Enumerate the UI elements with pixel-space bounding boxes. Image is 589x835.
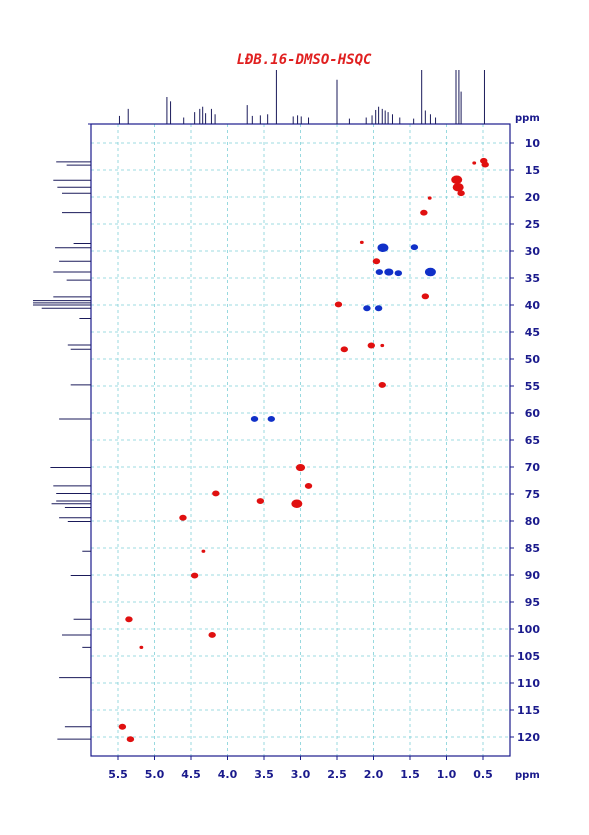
x-tick-label: 2.5: [327, 768, 347, 781]
positive-cross-peak: [457, 190, 465, 197]
negative-cross-peak: [363, 305, 371, 312]
y-tick-label: 80: [525, 515, 541, 528]
positive-cross-peak: [125, 616, 133, 623]
y-tick-label: 25: [525, 218, 540, 231]
positive-cross-peak: [291, 499, 303, 508]
y-tick-label: 65: [525, 434, 540, 447]
positive-cross-peak: [304, 482, 313, 489]
x-tick-label: 3.0: [291, 768, 311, 781]
positive-cross-peak: [451, 175, 463, 184]
y-tick-label: 20: [525, 191, 541, 204]
y-tick-label: 90: [525, 569, 541, 582]
negative-cross-peak: [377, 243, 389, 253]
x-axis-ticks: 5.5 5.0 4.5 4.0 3.5 3.0 2.5 2.0 1.5 1.0 0.5: [108, 756, 493, 781]
y-tick-label: 85: [525, 542, 540, 555]
negative-cross-peak: [410, 244, 419, 251]
y-tick-label: 35: [525, 272, 540, 285]
y-tick-label: 10: [525, 137, 541, 150]
y-tick-label: 60: [525, 407, 541, 420]
y-tick-label: 100: [517, 623, 540, 636]
positive-cross-peak: [472, 161, 477, 165]
positive-cross-peak: [481, 161, 489, 168]
proton-projection-spectrum: [118, 70, 485, 124]
positive-cross-peak: [208, 631, 216, 638]
positive-cross-peak: [452, 183, 464, 192]
positive-cross-peak: [295, 463, 306, 472]
negative-cross-peak: [375, 269, 384, 276]
positive-cross-peak: [212, 490, 220, 497]
x-tick-label: 5.0: [145, 768, 165, 781]
positive-cross-peak: [256, 498, 265, 504]
x-tick-label: 1.0: [437, 768, 457, 781]
y-tick-label: 75: [525, 488, 540, 501]
y-tick-label: 15: [525, 164, 540, 177]
x-tick-label: 5.5: [108, 768, 128, 781]
carbon-projection-spectrum: [33, 161, 91, 740]
y-axis-unit-label: ppm: [515, 113, 540, 124]
y-tick-label: 40: [525, 299, 541, 312]
positive-cross-peak: [334, 301, 343, 308]
positive-cross-peak: [179, 514, 187, 521]
positive-cross-peak: [420, 209, 428, 216]
positive-cross-peak: [201, 549, 206, 553]
y-tick-label: 55: [525, 380, 540, 393]
y-tick-label: 70: [525, 461, 541, 474]
negative-cross-peak: [374, 305, 383, 312]
negative-cross-peak: [250, 415, 259, 422]
y-tick-label: 110: [517, 677, 540, 690]
negative-cross-peak: [267, 415, 275, 422]
y-tick-label: 95: [525, 596, 540, 609]
positive-cross-peak: [139, 645, 144, 650]
positive-cross-peak: [118, 723, 127, 730]
positive-cross-peak: [421, 293, 430, 300]
positive-cross-peak: [190, 572, 199, 579]
y-tick-label: 50: [525, 353, 541, 366]
positive-cross-peak: [367, 342, 376, 349]
x-tick-label: 1.5: [400, 768, 420, 781]
y-tick-label: 45: [525, 326, 540, 339]
negative-cross-peak: [384, 268, 394, 276]
x-tick-label: 0.5: [473, 768, 493, 781]
negative-cross-peak: [424, 267, 436, 277]
x-tick-label: 2.0: [364, 768, 384, 781]
positive-cross-peak: [427, 196, 432, 200]
x-tick-label: 3.5: [254, 768, 274, 781]
positive-cross-peak: [380, 343, 385, 348]
positive-cross-peak: [359, 240, 364, 245]
x-tick-label: 4.5: [181, 768, 201, 781]
plot-title: LĐB.16-DMSO-HSQC: [237, 52, 372, 68]
positive-cross-peak: [372, 258, 381, 265]
y-tick-label: 115: [517, 704, 540, 717]
negative-cross-peak: [394, 270, 403, 277]
y-tick-label: 30: [525, 245, 541, 258]
cross-peaks: [118, 157, 489, 743]
y-tick-label: 120: [517, 731, 540, 744]
positive-cross-peak: [126, 736, 135, 743]
positive-cross-peak: [340, 346, 348, 353]
grid-layer: [91, 124, 510, 756]
x-tick-label: 4.0: [218, 768, 238, 781]
y-axis-ticks: 10 15 20 25 30 35 40 45 50 55 60 65 70 75 80 85 90 95 100 1…: [510, 137, 540, 744]
x-axis-unit-label: ppm: [515, 770, 540, 781]
y-tick-label: 105: [517, 650, 540, 663]
positive-cross-peak: [378, 381, 386, 388]
